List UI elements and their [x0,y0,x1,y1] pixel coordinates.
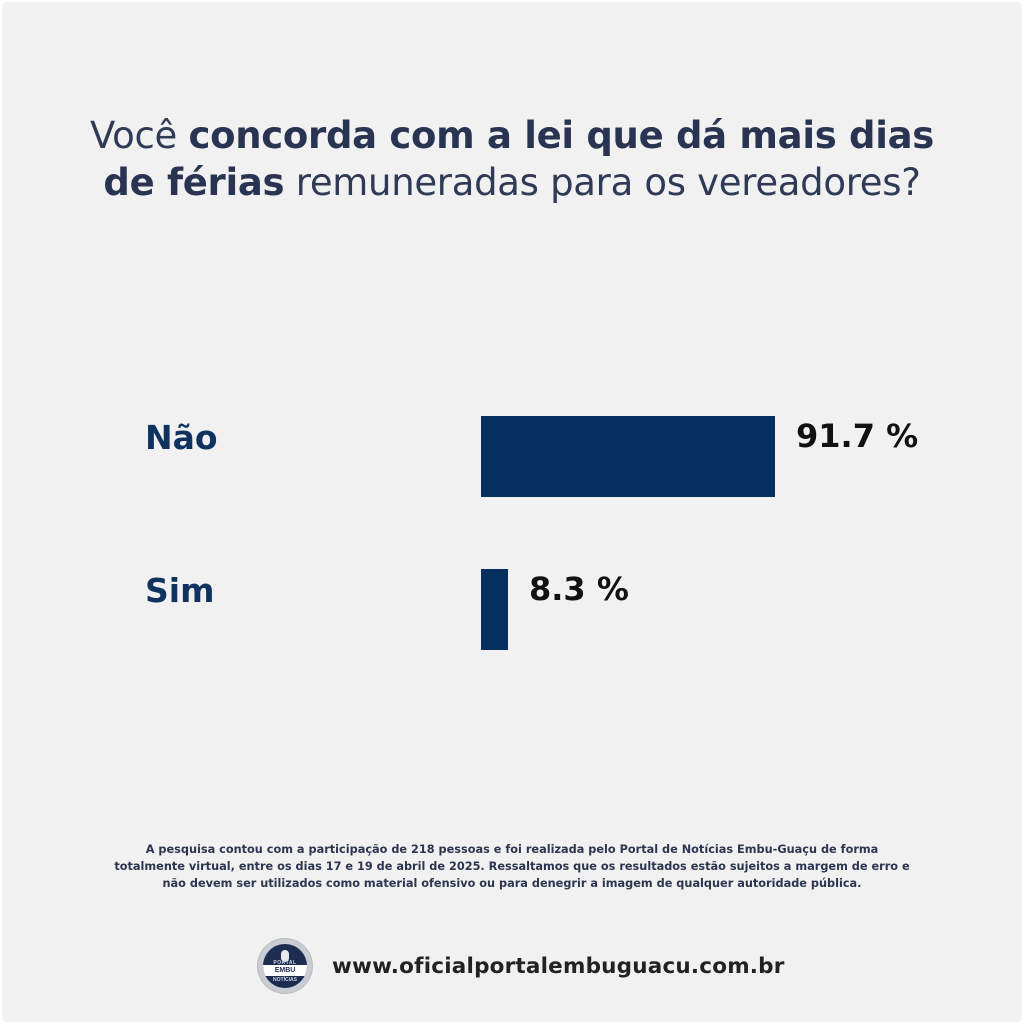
portal-logo: PORTAL EMBU GUAÇU NOTÍCIAS [258,939,312,993]
microphone-icon [281,950,289,962]
title-bold-1: concorda com a lei que dá mais dias [188,114,934,157]
title-bold-2: de férias [103,161,285,204]
value-label-1: 8.3 % [529,570,629,608]
category-label-0: Não [145,418,218,457]
bar-1 [481,569,508,650]
logo-text-top: PORTAL [273,960,297,966]
website-url[interactable]: www.oficialportalembuguacu.com.br [332,953,785,979]
chart-title: Você concorda com a lei que dá mais dias… [0,112,1024,206]
title-part-2: remuneradas para os vereadores? [284,161,921,204]
logo-text-middle: EMBU GUAÇU [272,967,298,983]
footer: PORTAL EMBU GUAÇU NOTÍCIAS www.oficialpo… [258,938,785,994]
logo-badge: PORTAL EMBU GUAÇU NOTÍCIAS [263,944,307,988]
survey-footnote: A pesquisa contou com a participação de … [114,843,910,890]
title-part-1: Você [90,114,189,157]
logo-band [263,965,307,976]
value-label-0: 91.7 % [796,417,919,455]
logo-text-bottom: NOTÍCIAS [273,977,297,983]
category-label-1: Sim [145,571,215,610]
bar-0 [481,416,775,497]
